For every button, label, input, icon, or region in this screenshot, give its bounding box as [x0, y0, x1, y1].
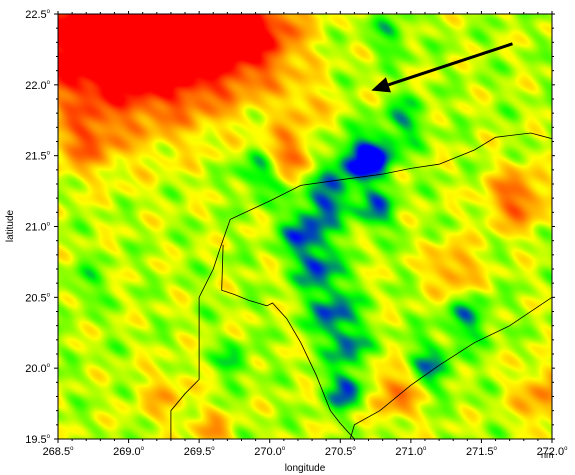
- y-tick-label: 20.5o: [25, 292, 50, 304]
- x-axis-title: longitude: [285, 463, 326, 474]
- x-tick-label: 271.0o: [395, 446, 427, 458]
- arrow-annotation: [371, 42, 513, 93]
- y-axis-title: latitude: [5, 209, 16, 242]
- x-tick-label: 268.5o: [43, 446, 75, 458]
- inland-boundary: [221, 244, 355, 439]
- x-tick-label: 269.0o: [113, 446, 145, 458]
- y-axis-ticks: 19.5o 20.0o 20.5o 21.0o 21.5o 22.0o 22.5o: [25, 9, 555, 446]
- x-tick-label: 270.5o: [325, 446, 357, 458]
- y-tick-label: 22.0o: [25, 80, 50, 92]
- y-tick-label: 22.5o: [25, 9, 50, 21]
- east-boundary: [349, 296, 552, 439]
- y-tick-label: 19.5o: [25, 434, 50, 446]
- x-tick-label: 272.0o: [537, 446, 569, 458]
- x-tick-label: 269.5o: [184, 446, 216, 458]
- y-tick-label: 20.0o: [25, 363, 50, 375]
- y-tick-label: 21.5o: [25, 151, 50, 163]
- arrow-shaft: [387, 42, 513, 87]
- x-tick-label: 270.0o: [254, 446, 286, 458]
- distance-unit-mark: nm: [541, 450, 554, 460]
- y-tick-label: 21.0o: [25, 222, 50, 234]
- heatmap-field: [58, 14, 552, 439]
- coastline: [58, 132, 552, 439]
- arrow-head: [371, 77, 391, 93]
- x-axis-ticks: 268.5o 269.0o 269.5o 270.0o 270.5o 271.0o 271.…: [43, 11, 569, 458]
- map-plot-area: [58, 14, 552, 439]
- x-tick-label: 271.5o: [466, 446, 498, 458]
